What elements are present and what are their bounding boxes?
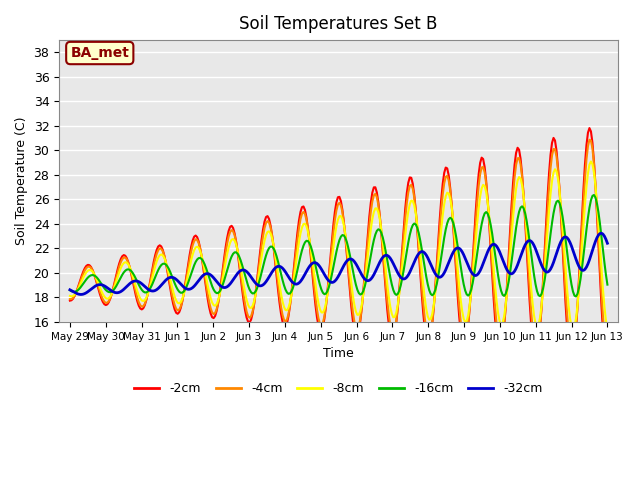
-32cm [133, 278, 141, 284]
Line: -16cm: -16cm [70, 195, 607, 297]
-16cm [301, 240, 309, 245]
-16cm [66, 288, 74, 293]
Title: Soil Temperatures Set B: Soil Temperatures Set B [239, 15, 438, 33]
-2cm [66, 298, 74, 303]
Text: BA_met: BA_met [70, 46, 129, 60]
-4cm [244, 313, 252, 319]
Y-axis label: Soil Temperature (C): Soil Temperature (C) [15, 117, 28, 245]
-2cm [244, 319, 252, 324]
Line: -2cm: -2cm [70, 128, 607, 366]
-16cm [575, 285, 583, 291]
-4cm [66, 296, 74, 302]
-2cm [301, 207, 309, 213]
-32cm [303, 268, 310, 274]
-2cm [586, 125, 593, 131]
-32cm [66, 287, 74, 293]
-8cm [132, 284, 140, 289]
-32cm [575, 264, 583, 269]
-8cm [227, 240, 234, 245]
-2cm [227, 224, 234, 230]
-16cm [590, 192, 598, 198]
-2cm [573, 303, 581, 309]
-32cm [255, 283, 262, 288]
-16cm [572, 294, 580, 300]
-16cm [604, 282, 611, 288]
Line: -4cm: -4cm [70, 140, 607, 354]
-4cm [227, 229, 234, 235]
Line: -32cm: -32cm [70, 233, 607, 294]
-32cm [77, 291, 84, 297]
-16cm [253, 286, 261, 291]
-2cm [253, 277, 261, 283]
-32cm [228, 279, 236, 285]
Legend: -2cm, -4cm, -8cm, -16cm, -32cm: -2cm, -4cm, -8cm, -16cm, -32cm [129, 377, 548, 400]
-8cm [301, 221, 309, 227]
-32cm [598, 230, 605, 236]
-2cm [132, 292, 140, 298]
-8cm [575, 286, 583, 291]
-16cm [132, 276, 140, 281]
Line: -8cm: -8cm [70, 161, 607, 329]
-8cm [244, 302, 252, 308]
-32cm [246, 272, 253, 278]
X-axis label: Time: Time [323, 347, 354, 360]
-4cm [301, 211, 309, 217]
-8cm [253, 284, 261, 289]
-8cm [66, 293, 74, 299]
-4cm [132, 289, 140, 295]
-16cm [227, 257, 234, 263]
-4cm [604, 351, 611, 357]
-4cm [573, 305, 581, 311]
-4cm [586, 137, 593, 143]
-32cm [604, 240, 611, 246]
-8cm [587, 158, 595, 164]
-2cm [604, 363, 611, 369]
-8cm [604, 326, 611, 332]
-4cm [253, 280, 261, 286]
-8cm [569, 326, 577, 332]
-16cm [244, 283, 252, 288]
